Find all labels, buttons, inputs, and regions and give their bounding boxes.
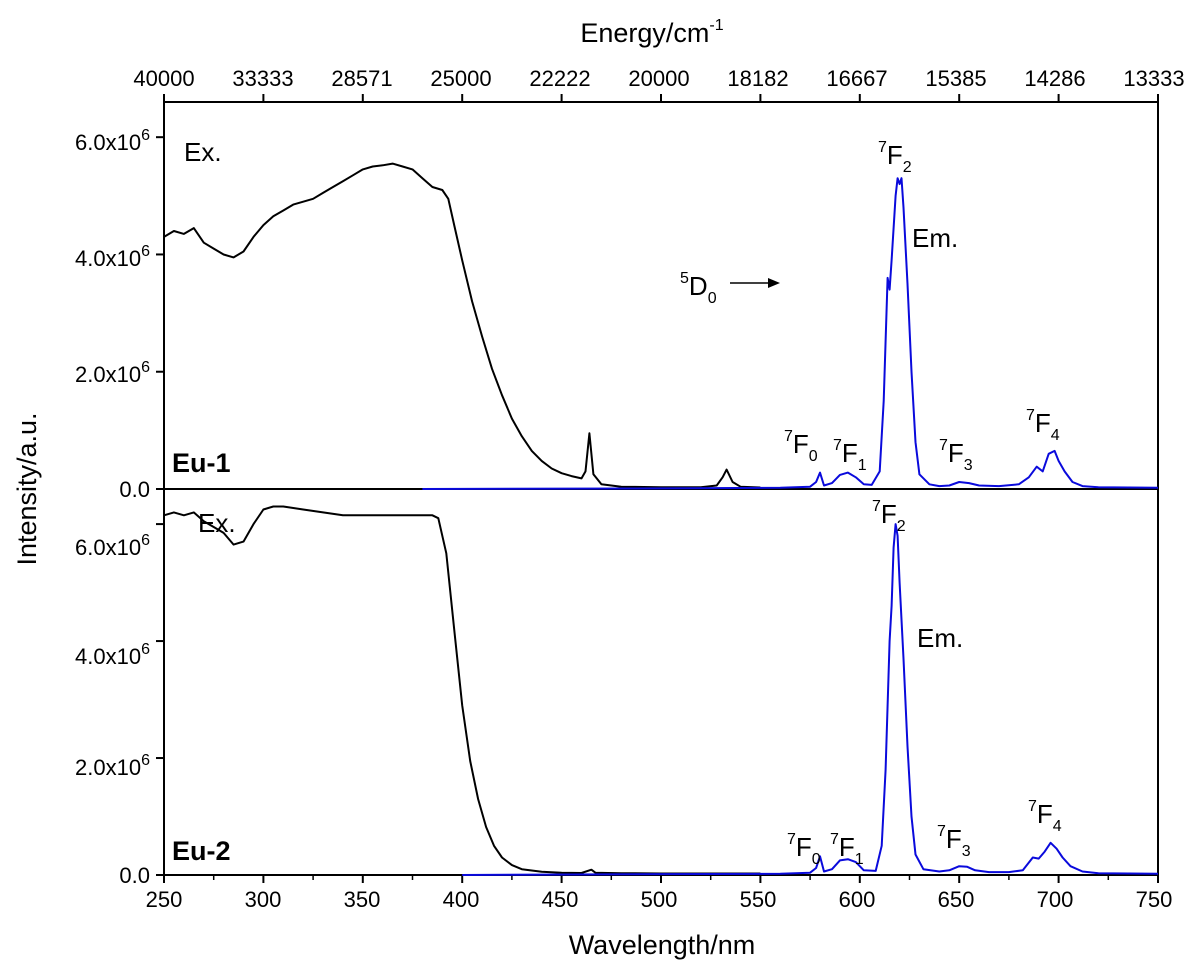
x-tick-label: 450 bbox=[542, 887, 579, 912]
top-tick-label: 16667 bbox=[826, 66, 887, 91]
y-tick-label: 0.0 bbox=[119, 477, 150, 502]
panel-label-eu2: Eu-2 bbox=[172, 836, 231, 866]
annotation-7f3: 7F3 bbox=[937, 823, 971, 860]
x-tick-label: 750 bbox=[1136, 887, 1173, 912]
annotation-7f0: 7F0 bbox=[784, 428, 818, 465]
y-axis-title: Intensity/a.u. bbox=[12, 412, 42, 565]
panel-label-eu1: Eu-1 bbox=[172, 448, 231, 478]
annotation-7f1: 7F1 bbox=[830, 831, 864, 868]
annotation-7f1: 7F1 bbox=[833, 437, 867, 474]
annotation-7f2: 7F2 bbox=[872, 498, 906, 535]
top-axis-title: Energy/cm-1 bbox=[580, 17, 723, 48]
annotation-em: Em. bbox=[912, 223, 958, 253]
top-tick-label: 33333 bbox=[232, 66, 293, 91]
bottom-tick-labels: 250 300 350 400 450 500 550 600 650 700 … bbox=[146, 887, 1173, 912]
y-tick-label: 4.0x106 bbox=[75, 243, 150, 271]
emission-line bbox=[422, 177, 1159, 490]
top-tick-label: 25000 bbox=[430, 66, 491, 91]
top-panel-frame bbox=[163, 101, 1159, 490]
y-tick-label: 6.0x106 bbox=[75, 532, 150, 560]
top-tick-label: 15385 bbox=[925, 66, 986, 91]
eu2-series-group bbox=[163, 505, 1159, 876]
x-tick-label: 700 bbox=[1037, 887, 1074, 912]
annotation-5d0: 5D0 bbox=[680, 270, 717, 307]
annotation-7f4: 7F4 bbox=[1026, 407, 1060, 444]
x-tick-label: 350 bbox=[344, 887, 381, 912]
x-tick-label: 650 bbox=[938, 887, 975, 912]
axis-ticks bbox=[156, 94, 1159, 883]
top-tick-label: 14286 bbox=[1024, 66, 1085, 91]
x-tick-label: 400 bbox=[443, 887, 480, 912]
top-tick-label: 40000 bbox=[133, 66, 194, 91]
annotation-7f2: 7F2 bbox=[878, 139, 912, 176]
annotation-em: Em. bbox=[917, 623, 963, 653]
y-tick-label: 2.0x106 bbox=[75, 359, 150, 387]
annotation-7f0: 7F0 bbox=[787, 831, 821, 868]
top-tick-label: 20000 bbox=[628, 66, 689, 91]
x-axis-title: Wavelength/nm bbox=[569, 930, 756, 960]
top-panel-annotations: Ex. Em. 5D0 7F2 7F0 7F1 7F3 7F4 bbox=[184, 137, 1060, 474]
y-tick-label: 0.0 bbox=[119, 863, 150, 888]
top-tick-label: 28571 bbox=[331, 66, 392, 91]
x-tick-label: 600 bbox=[839, 887, 876, 912]
top-panel-y-tick-labels: 0.0 2.0x106 4.0x106 6.0x106 bbox=[75, 127, 150, 502]
annotation-ex: Ex. bbox=[198, 508, 236, 538]
annotation-7f3: 7F3 bbox=[939, 437, 973, 474]
bottom-panel-annotations: Ex. Em. 7F2 7F0 7F1 7F3 7F4 bbox=[198, 498, 1062, 868]
x-tick-label: 550 bbox=[740, 887, 777, 912]
eu1-series-group bbox=[163, 162, 1159, 490]
x-tick-label: 250 bbox=[146, 887, 183, 912]
top-tick-label: 13333 bbox=[1123, 66, 1184, 91]
bottom-panel-frame bbox=[163, 488, 1159, 876]
emission-line bbox=[462, 523, 1159, 876]
top-tick-label: 18182 bbox=[727, 66, 788, 91]
annotation-ex: Ex. bbox=[184, 137, 222, 167]
top-tick-label: 22222 bbox=[529, 66, 590, 91]
arrow-head bbox=[768, 278, 780, 288]
y-tick-label: 6.0x106 bbox=[75, 127, 150, 155]
x-tick-label: 300 bbox=[245, 887, 282, 912]
excitation-line bbox=[163, 162, 761, 489]
bottom-panel-y-tick-labels: 0.0 2.0x106 4.0x106 6.0x106 bbox=[75, 532, 150, 888]
annotation-7f4: 7F4 bbox=[1028, 798, 1062, 835]
y-tick-label: 4.0x106 bbox=[75, 641, 150, 669]
y-tick-label: 2.0x106 bbox=[75, 752, 150, 780]
top-tick-labels: 40000 33333 28571 25000 22222 20000 1818… bbox=[133, 66, 1184, 91]
excitation-line bbox=[163, 505, 761, 875]
x-tick-label: 500 bbox=[641, 887, 678, 912]
